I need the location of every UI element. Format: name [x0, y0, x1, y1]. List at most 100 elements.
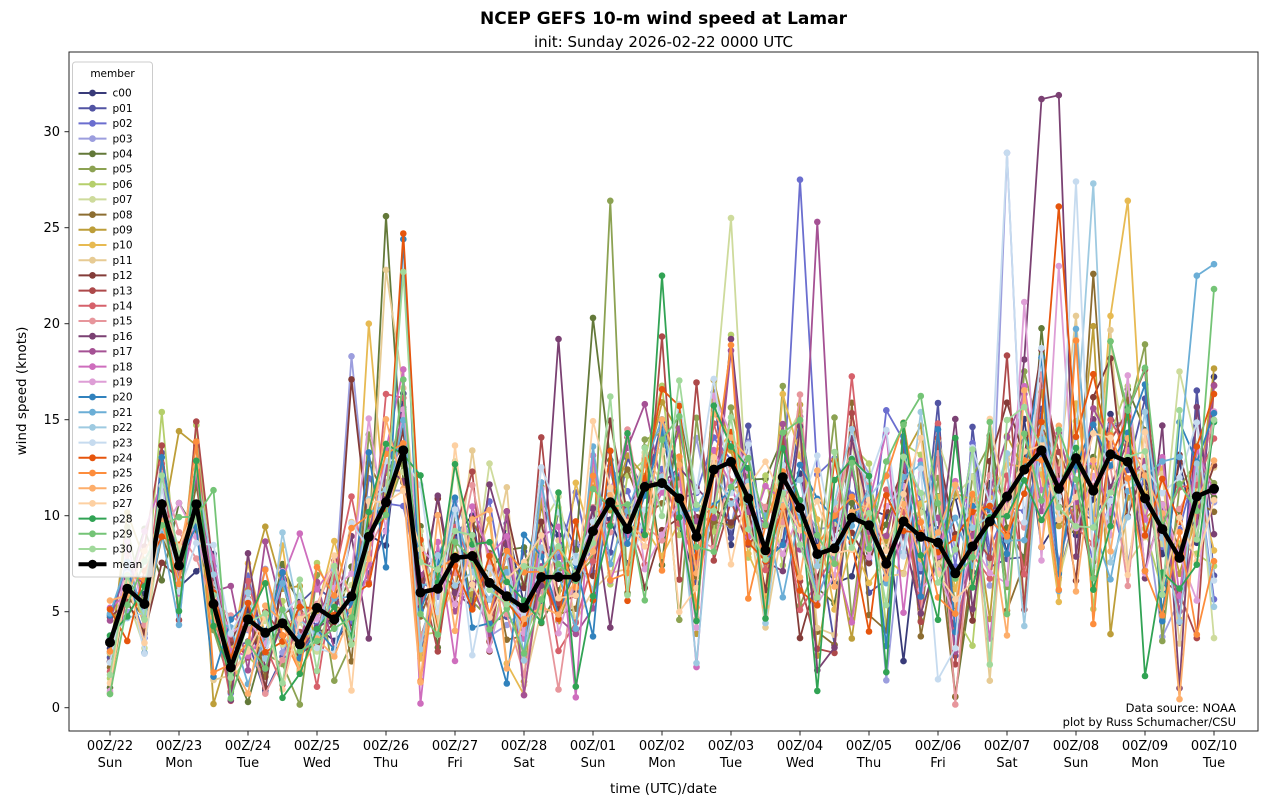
data-point [865, 472, 873, 480]
legend-entry-label: p08 [113, 209, 133, 221]
data-point [262, 580, 269, 587]
data-point [1003, 434, 1011, 441]
data-point [175, 580, 183, 588]
data-point [1003, 149, 1011, 157]
legend-entry-c00: c00 [78, 88, 132, 100]
data-point [1107, 326, 1114, 334]
data-point [676, 514, 683, 521]
legend-entry-label: p25 [113, 468, 133, 480]
data-point [934, 529, 942, 536]
data-point [244, 550, 252, 557]
annotation-data-source: Data source: NOAA [1125, 701, 1236, 715]
legend-swatch-marker [89, 348, 96, 355]
y-tick-label: 5 [52, 605, 60, 620]
legend-swatch-marker [89, 135, 96, 143]
legend-entry-p27: p27 [78, 498, 133, 510]
data-point [122, 583, 133, 594]
data-point [831, 512, 838, 519]
data-point [814, 467, 821, 474]
data-point [1107, 522, 1114, 530]
data-point [262, 610, 269, 617]
legend-entry-label: p11 [113, 255, 133, 267]
data-point [814, 218, 821, 226]
data-point [175, 621, 183, 629]
data-point [191, 499, 202, 510]
data-point [417, 610, 424, 618]
data-point [1090, 457, 1097, 464]
data-point [762, 472, 769, 479]
data-point [572, 630, 580, 638]
data-point [1072, 433, 1080, 441]
data-point [1055, 586, 1063, 594]
data-point [986, 569, 994, 577]
data-point [1141, 341, 1149, 348]
legend-entry-label: p16 [113, 331, 133, 343]
series-markers-p26 [106, 387, 1218, 703]
data-point [624, 540, 631, 547]
data-point [1191, 491, 1202, 502]
data-point [1021, 490, 1028, 498]
legend-swatch-marker [89, 180, 96, 188]
data-point [1141, 364, 1149, 372]
data-point [313, 625, 321, 633]
data-point [210, 541, 217, 549]
legend-swatch-marker [89, 439, 96, 446]
data-point [381, 497, 391, 508]
data-point [296, 603, 304, 611]
data-point [883, 486, 890, 494]
data-point [917, 552, 925, 559]
data-point [762, 615, 769, 622]
data-point [865, 579, 873, 587]
data-point [124, 601, 131, 609]
data-point [1210, 508, 1218, 516]
data-point [1107, 416, 1114, 424]
data-point [796, 176, 804, 183]
data-point [279, 606, 286, 613]
data-point [486, 460, 493, 467]
data-point [1072, 493, 1080, 501]
data-point [917, 465, 925, 473]
data-point [1090, 270, 1097, 278]
data-point [676, 413, 683, 420]
data-point [779, 429, 787, 437]
data-point [745, 539, 752, 546]
data-point [745, 525, 752, 533]
legend-entry-label: p21 [113, 407, 133, 419]
data-point [952, 701, 959, 708]
data-point [538, 434, 545, 441]
x-tick-label: 00Z/10 Tue [1191, 739, 1237, 771]
data-point [848, 493, 856, 501]
data-point [693, 414, 700, 422]
data-point [415, 587, 426, 598]
legend-entry-label: mean [113, 559, 143, 571]
data-point [193, 457, 200, 465]
data-point [865, 628, 873, 635]
data-point [883, 547, 890, 555]
data-point [469, 481, 476, 489]
data-point [831, 448, 838, 456]
data-point [727, 561, 735, 568]
data-point [555, 560, 562, 568]
data-point [1193, 387, 1201, 394]
data-point [658, 567, 666, 574]
y-axis-label: wind speed (knots) [14, 326, 30, 456]
x-tick-label: 00Z/01 Sun [570, 739, 616, 771]
data-point [883, 575, 890, 582]
data-point [417, 679, 424, 686]
data-point [1003, 352, 1011, 359]
data-point [745, 422, 752, 430]
data-point [175, 513, 183, 521]
data-point [279, 529, 286, 536]
data-point [605, 497, 616, 508]
data-point [434, 648, 442, 655]
data-point [796, 587, 804, 594]
y-tick-label: 20 [43, 317, 60, 332]
legend-entry-p05: p05 [78, 164, 133, 176]
legend-entry-p15: p15 [78, 316, 133, 328]
data-point [158, 442, 166, 449]
data-point [520, 562, 528, 570]
data-point [382, 266, 390, 274]
data-point [1210, 557, 1218, 565]
data-point [676, 616, 683, 624]
data-point [986, 661, 994, 668]
